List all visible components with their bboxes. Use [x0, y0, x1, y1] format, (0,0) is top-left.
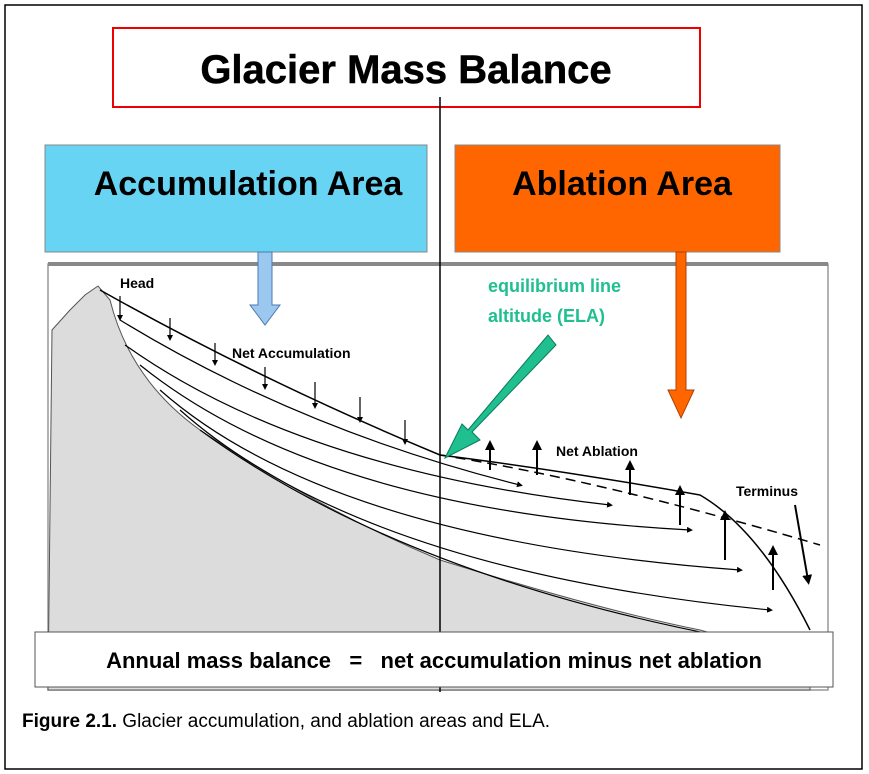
caption: Figure 2.1. Glacier accumulation, and ab… [22, 711, 550, 732]
ela-arrow [443, 334, 557, 460]
ela-label: equilibrium line [488, 276, 621, 296]
caption-label: Figure 2.1. [22, 711, 117, 732]
net-ablation-label: Net Ablation [556, 443, 638, 459]
accumulation-box [44, 144, 428, 253]
title: Glacier Mass Balance [200, 48, 611, 92]
ablation-arrows [485, 440, 813, 590]
accumulation-arrows [117, 296, 408, 445]
terminus-label: Terminus [736, 483, 798, 499]
head-label: Head [120, 275, 154, 291]
glacier-surface [99, 289, 811, 631]
equation-box [34, 631, 834, 688]
title-box [112, 27, 701, 108]
ablation-label: Ablation Area [512, 165, 733, 203]
ablation-arrow [667, 251, 695, 420]
flow-lines [119, 319, 801, 651]
ela-label: altitude (ELA) [488, 306, 605, 326]
accumulation-arrow [249, 251, 281, 326]
mountain [47, 285, 811, 691]
accumulation-label: Accumulation Area [94, 165, 404, 203]
former-surface [439, 454, 821, 546]
ablation-box [454, 144, 781, 253]
equation: Annual mass balance = net accumulation m… [106, 648, 762, 673]
net-accumulation-label: Net Accumulation [232, 345, 351, 361]
caption-text: Glacier accumulation, and ablation areas… [117, 711, 550, 732]
